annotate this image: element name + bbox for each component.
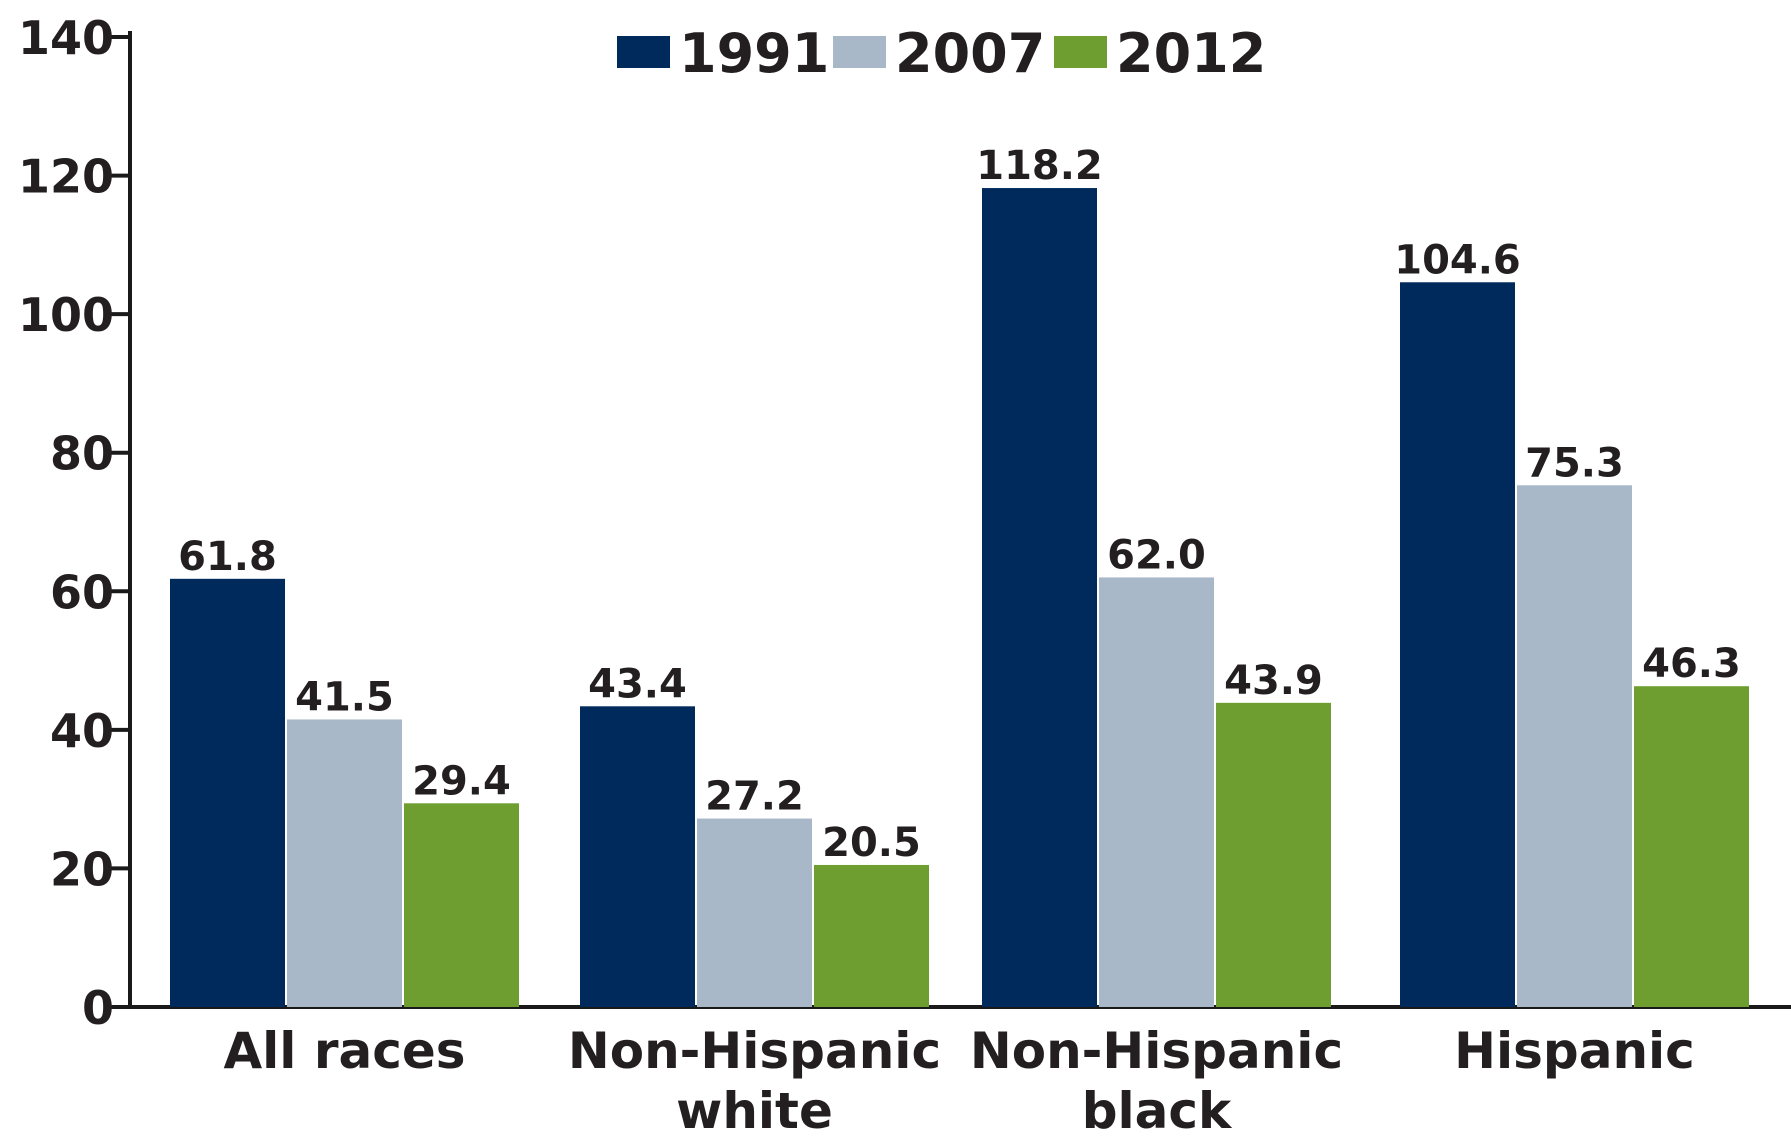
category-label: Non-Hispanic bbox=[970, 1022, 1343, 1080]
data-label: 43.4 bbox=[588, 661, 687, 707]
y-tick-label: 120 bbox=[18, 150, 114, 204]
data-label: 62.0 bbox=[1107, 532, 1206, 578]
category-label: All races bbox=[223, 1022, 465, 1080]
y-tick-label: 100 bbox=[18, 288, 114, 342]
data-label: 20.5 bbox=[822, 820, 921, 866]
category-label: Hispanic bbox=[1454, 1022, 1695, 1080]
data-label: 61.8 bbox=[178, 534, 277, 580]
bar-2007-3 bbox=[1517, 485, 1632, 1007]
y-tick-label: 60 bbox=[50, 565, 114, 619]
bars bbox=[170, 188, 1749, 1008]
bar-1991-3 bbox=[1400, 282, 1515, 1007]
data-label: 29.4 bbox=[412, 758, 511, 804]
bar-2007-2 bbox=[1099, 577, 1214, 1007]
data-label: 27.2 bbox=[705, 774, 804, 820]
bar-2007-0 bbox=[287, 719, 402, 1007]
legend-swatch-2012 bbox=[1054, 36, 1107, 68]
category-label: black bbox=[1082, 1082, 1233, 1136]
bar-2012-2 bbox=[1216, 702, 1331, 1007]
data-label: 75.3 bbox=[1525, 440, 1624, 486]
data-label: 41.5 bbox=[295, 674, 394, 720]
category-label: white bbox=[676, 1082, 833, 1136]
bar-1991-1 bbox=[580, 706, 695, 1007]
y-tick-label: 40 bbox=[50, 704, 114, 758]
bar-1991-2 bbox=[982, 188, 1097, 1008]
legend-swatch-1991 bbox=[617, 36, 670, 68]
y-tick-label: 80 bbox=[50, 427, 114, 481]
legend: 1991 2007 2012 bbox=[617, 22, 1266, 85]
category-labels: All races Non-HispanicwhiteNon-Hispanicbl… bbox=[223, 1022, 1694, 1136]
legend-swatch-2007 bbox=[833, 36, 886, 68]
legend-label-1991: 1991 bbox=[679, 22, 829, 85]
data-labels: 61.8 43.4 118.2 104.6 41.5 27.2 62.0 75.3 29.4 20… bbox=[178, 143, 1741, 866]
y-axis: 0 20 40 60 80 100 120 140 bbox=[18, 11, 1791, 1035]
bar-2012-3 bbox=[1634, 686, 1749, 1007]
category-label: Non-Hispanic bbox=[568, 1022, 941, 1080]
bar-2012-1 bbox=[814, 864, 929, 1007]
bar-1991-0 bbox=[170, 578, 285, 1007]
y-tick-label: 20 bbox=[50, 842, 114, 896]
data-label: 118.2 bbox=[976, 143, 1103, 189]
bar-2007-1 bbox=[697, 818, 812, 1007]
data-label: 43.9 bbox=[1224, 658, 1323, 704]
legend-label-2007: 2007 bbox=[895, 22, 1045, 85]
data-label: 46.3 bbox=[1642, 641, 1741, 687]
data-label: 104.6 bbox=[1394, 237, 1521, 283]
y-tick-label: 140 bbox=[18, 11, 114, 65]
legend-label-2012: 2012 bbox=[1116, 22, 1266, 85]
bar-2012-0 bbox=[404, 803, 519, 1007]
y-tick-label: 0 bbox=[82, 981, 114, 1035]
